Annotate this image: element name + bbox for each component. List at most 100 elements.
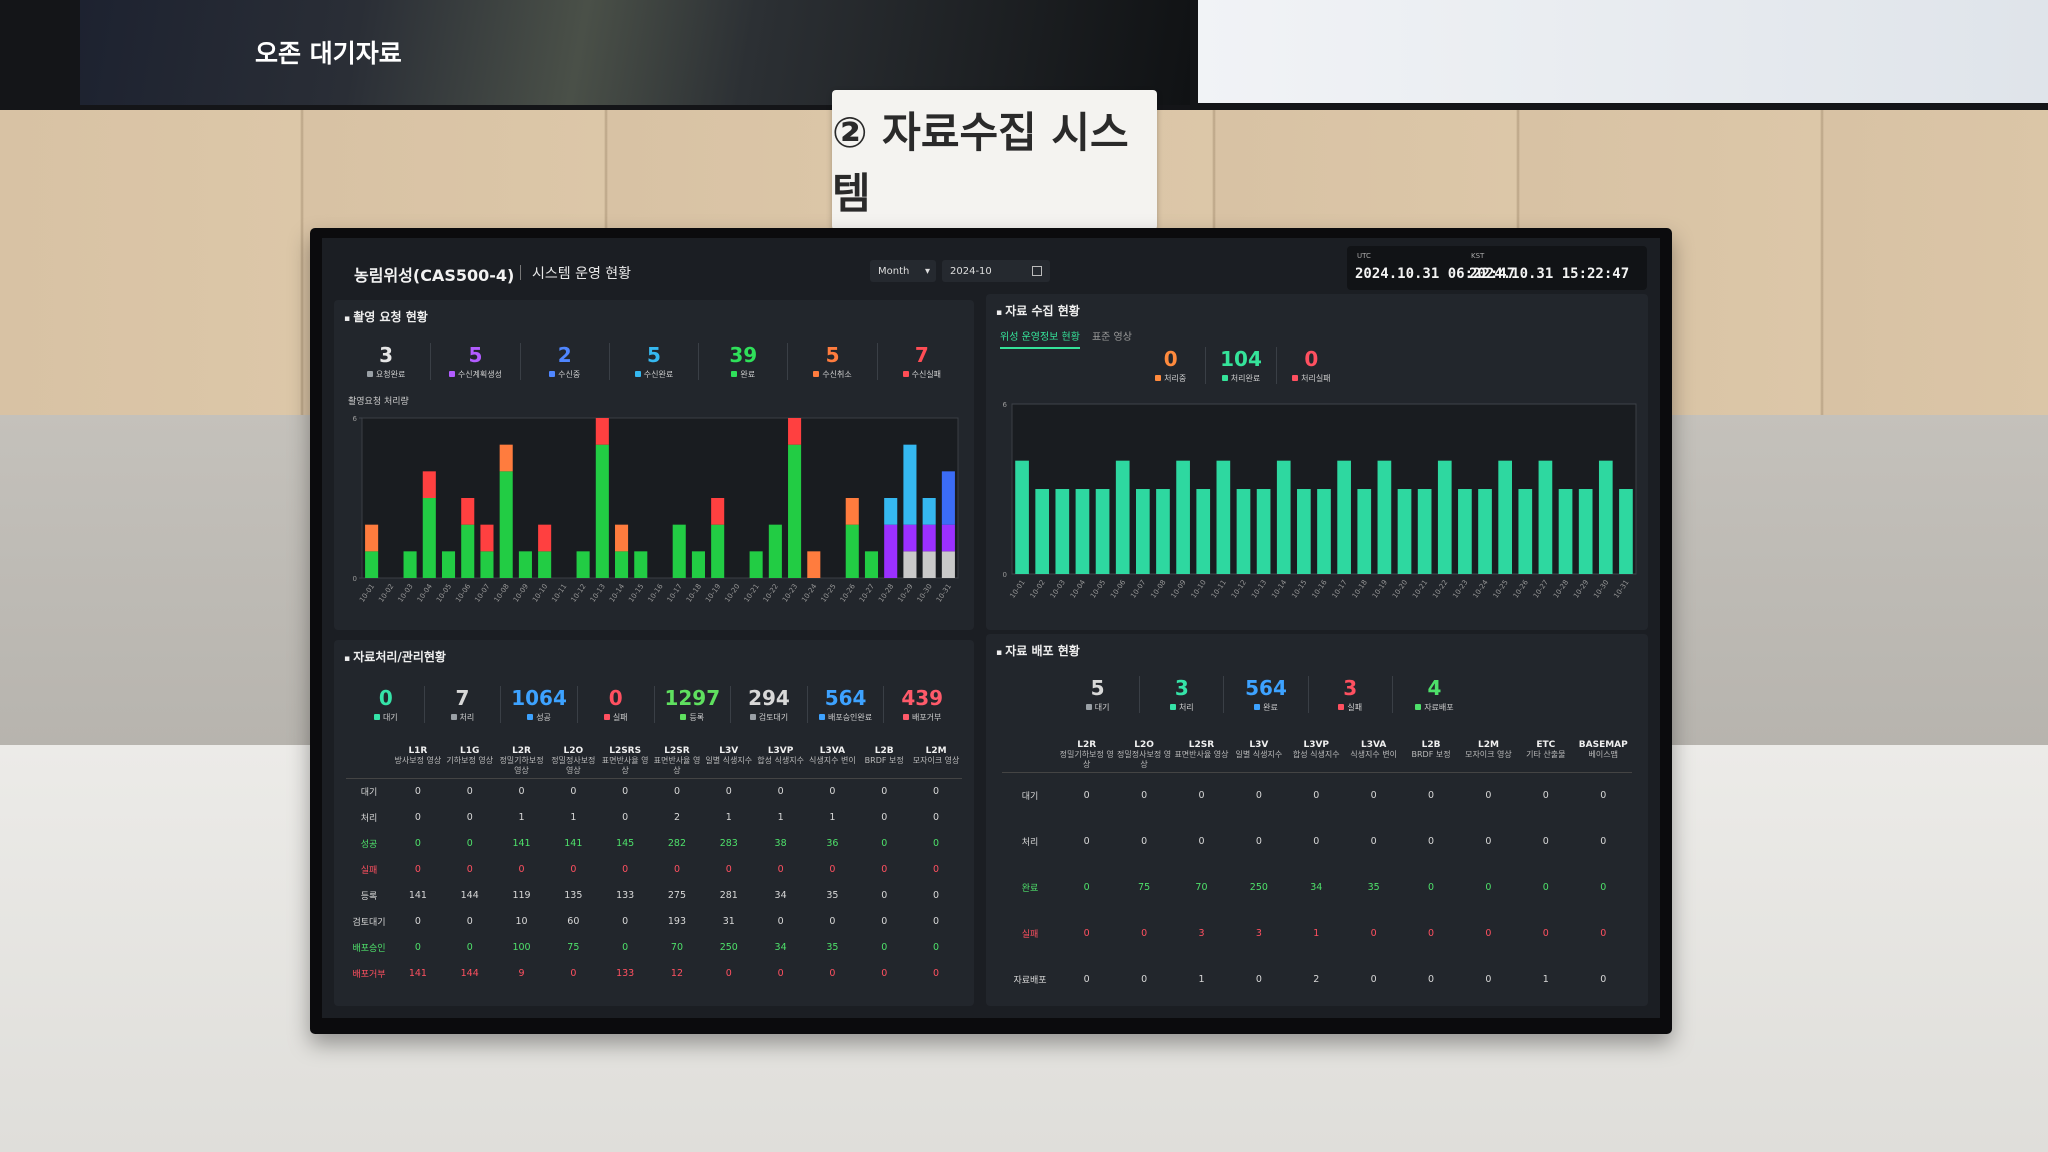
bar bbox=[1236, 489, 1251, 574]
bar bbox=[1156, 489, 1170, 574]
stat-label-wrap: 배포승인완료 bbox=[818, 712, 872, 723]
column-code: L2SR bbox=[664, 746, 690, 756]
bar bbox=[1458, 489, 1472, 574]
x-tick-label: 10-31 bbox=[935, 583, 953, 604]
cell: 0 bbox=[1485, 790, 1492, 802]
bar-segment bbox=[884, 498, 898, 525]
utc-time: 2024.10.31 06:22:47 bbox=[1355, 266, 1516, 282]
column-code: L2SRS bbox=[609, 746, 642, 756]
x-tick-label: 10-05 bbox=[1089, 579, 1107, 600]
row-label: 실패 bbox=[360, 866, 378, 876]
x-tick-label: 10-27 bbox=[1532, 579, 1550, 600]
date-picker[interactable]: 2024-10 bbox=[942, 260, 1050, 282]
cell: 0 bbox=[881, 812, 888, 823]
x-tick-label: 10-25 bbox=[819, 583, 837, 604]
column-header: L3V 일별 식생지수 bbox=[702, 744, 755, 779]
bar-segment bbox=[403, 551, 417, 578]
bar bbox=[1075, 489, 1090, 574]
cell: 0 bbox=[466, 916, 473, 927]
stat: 0 실패 bbox=[576, 685, 654, 723]
bar bbox=[1357, 489, 1372, 574]
cell: 70 bbox=[670, 942, 684, 953]
bar bbox=[1256, 489, 1271, 574]
bar-segment bbox=[749, 551, 763, 578]
stat-label-wrap: 대기 bbox=[373, 712, 398, 723]
cell: 119 bbox=[512, 890, 531, 901]
stat-label-wrap: 처리 bbox=[450, 712, 474, 723]
separator bbox=[520, 265, 521, 280]
kst-label: KST bbox=[1471, 252, 1485, 260]
stat-value: 5 bbox=[468, 342, 483, 367]
x-tick-label: 10-07 bbox=[1129, 579, 1147, 600]
right-display bbox=[1198, 0, 2048, 103]
x-tick-label: 10-15 bbox=[627, 583, 645, 604]
cell: 1 bbox=[1198, 974, 1205, 985]
column-desc: 일별 식생지수 bbox=[1235, 750, 1283, 759]
x-tick-label: 10-28 bbox=[877, 583, 895, 604]
column-header: L3VP 합성 식생지수 bbox=[1287, 738, 1345, 773]
panel-title: 자료처리/관리현황 bbox=[344, 648, 446, 665]
cell: 0 bbox=[1600, 790, 1607, 802]
stat: 564 완료 bbox=[1223, 675, 1307, 713]
x-tick-label: 10-04 bbox=[1069, 578, 1088, 600]
stat-label: 처리실패 bbox=[1301, 373, 1331, 383]
x-tick-label: 10-23 bbox=[1451, 579, 1469, 600]
column-header: L3VA 식생지수 변이 bbox=[1344, 738, 1403, 773]
cell: 0 bbox=[829, 916, 836, 927]
cell: 1 bbox=[1313, 928, 1320, 939]
tab-bar: 위성 운영정보 현황 표준 영상 bbox=[1000, 328, 1132, 349]
stat-label-wrap: 수신중 bbox=[549, 369, 580, 380]
row-label: 대기 bbox=[1021, 792, 1039, 803]
cell: 34 bbox=[774, 942, 787, 953]
cell: 0 bbox=[1083, 790, 1090, 802]
stat: 5 수신완료 bbox=[608, 342, 698, 380]
tab[interactable]: 위성 운영정보 현황 bbox=[1000, 328, 1080, 349]
cell: 100 bbox=[512, 942, 531, 953]
column-header: L2SR 표면반사율 영상 bbox=[651, 744, 703, 779]
stat: 1064 성공 bbox=[500, 685, 577, 723]
stat-dot bbox=[731, 371, 738, 377]
x-tick-label: 10-05 bbox=[435, 583, 453, 604]
x-tick-label: 10-19 bbox=[704, 583, 722, 604]
column-header: L2M 모자이크 영상 bbox=[910, 744, 962, 779]
stat-dot bbox=[1085, 704, 1092, 710]
stat: 5 수신계획생성 bbox=[430, 342, 519, 380]
stat: 2 수신중 bbox=[519, 342, 609, 380]
cell: 3 bbox=[1255, 928, 1262, 939]
stat-dot bbox=[448, 371, 455, 377]
x-tick-label: 10-14 bbox=[1270, 578, 1289, 600]
bar-segment bbox=[595, 418, 609, 445]
x-tick-label: 10-30 bbox=[916, 583, 934, 604]
bar bbox=[1115, 460, 1130, 574]
bar-segment bbox=[941, 471, 955, 525]
x-tick-label: 10-08 bbox=[1149, 579, 1167, 600]
utc-label: UTC bbox=[1357, 252, 1371, 260]
stat-label-wrap: 수신실패 bbox=[902, 369, 941, 380]
table-row: 실패 0 0 3 3 1 0 0 0 0 0 bbox=[1002, 911, 1632, 957]
x-tick-label: 10-12 bbox=[570, 583, 588, 604]
stat: 3 실패 bbox=[1307, 675, 1392, 713]
x-tick-label: 10-03 bbox=[396, 583, 414, 604]
bar-segment bbox=[615, 524, 629, 552]
column-code: L3VP bbox=[767, 746, 794, 756]
x-tick-label: 10-10 bbox=[531, 583, 549, 604]
stat: 294 검토대기 bbox=[730, 685, 807, 723]
tab[interactable]: 표준 영상 bbox=[1091, 332, 1132, 343]
cell: 3 bbox=[1198, 928, 1205, 939]
stat-label-wrap: 요청완료 bbox=[366, 369, 405, 380]
row-label: 대기 bbox=[360, 788, 378, 799]
bar bbox=[1176, 460, 1190, 574]
cell: 141 bbox=[512, 838, 531, 849]
cell: 0 bbox=[466, 942, 473, 953]
left-display bbox=[80, 0, 1190, 105]
x-tick-label: 10-28 bbox=[1552, 579, 1570, 600]
period-select[interactable]: Month bbox=[870, 260, 936, 282]
cell: 0 bbox=[622, 916, 629, 927]
cell: 141 bbox=[564, 838, 583, 849]
cell: 0 bbox=[414, 786, 421, 798]
cell: 0 bbox=[933, 838, 940, 849]
stat-label-wrap: 처리 bbox=[1169, 702, 1194, 713]
bar-segment bbox=[864, 551, 879, 578]
cell: 0 bbox=[829, 786, 836, 798]
cell: 0 bbox=[933, 916, 940, 927]
